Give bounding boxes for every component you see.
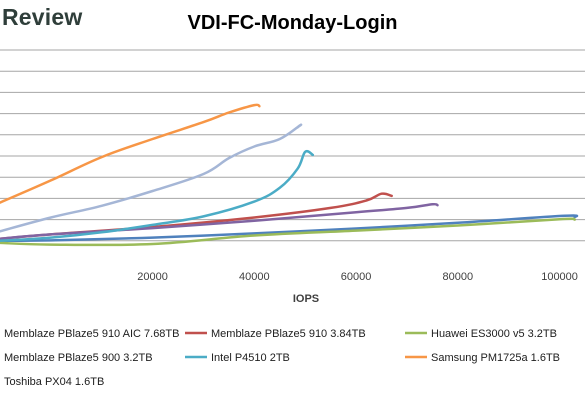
series-lines: [0, 103, 579, 247]
legend-entry: Huawei ES3000 v5 3.2TB: [431, 328, 557, 340]
series-line-5: [0, 149, 315, 243]
series-line-4: [0, 202, 439, 240]
x-tick-label: 20000: [137, 271, 168, 283]
series-line-1: [0, 214, 579, 243]
series-line-7: [0, 123, 303, 233]
gridlines: [0, 49, 585, 242]
x-axis-title: IOPS: [293, 293, 319, 305]
x-tick-label: 40000: [239, 271, 270, 283]
series-line-3: [0, 217, 577, 247]
x-tick-label: 80000: [443, 271, 474, 283]
legend-entry: Samsung PM1725a 1.6TB: [431, 352, 560, 364]
legend: Memblaze PBlaze5 910 AIC 7.68TB Memblaze …: [4, 328, 560, 388]
legend-entry: Memblaze PBlaze5 900 3.2TB: [4, 352, 153, 364]
legend-entry: Toshiba PX04 1.6TB: [4, 376, 104, 388]
x-axis-ticks: 20000 40000 60000 80000 100000: [137, 271, 578, 283]
x-tick-label: 100000: [541, 271, 578, 283]
review-logo: Review: [2, 4, 83, 30]
series-line-6: [0, 103, 261, 204]
x-tick-label: 60000: [341, 271, 372, 283]
legend-entry: Memblaze PBlaze5 910 AIC 7.68TB: [4, 328, 179, 340]
chart-title: VDI-FC-Monday-Login: [187, 12, 398, 34]
legend-entry: Memblaze PBlaze5 910 3.84TB: [211, 328, 366, 340]
legend-entry: Intel P4510 2TB: [211, 352, 290, 364]
